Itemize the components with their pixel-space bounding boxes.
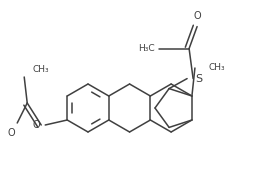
Text: S: S <box>195 74 202 84</box>
Text: CH₃: CH₃ <box>32 65 49 74</box>
Text: H₃C: H₃C <box>139 44 155 53</box>
Text: CH₃: CH₃ <box>209 63 226 72</box>
Text: O: O <box>8 128 15 138</box>
Text: O: O <box>193 11 201 21</box>
Text: O: O <box>33 120 40 130</box>
